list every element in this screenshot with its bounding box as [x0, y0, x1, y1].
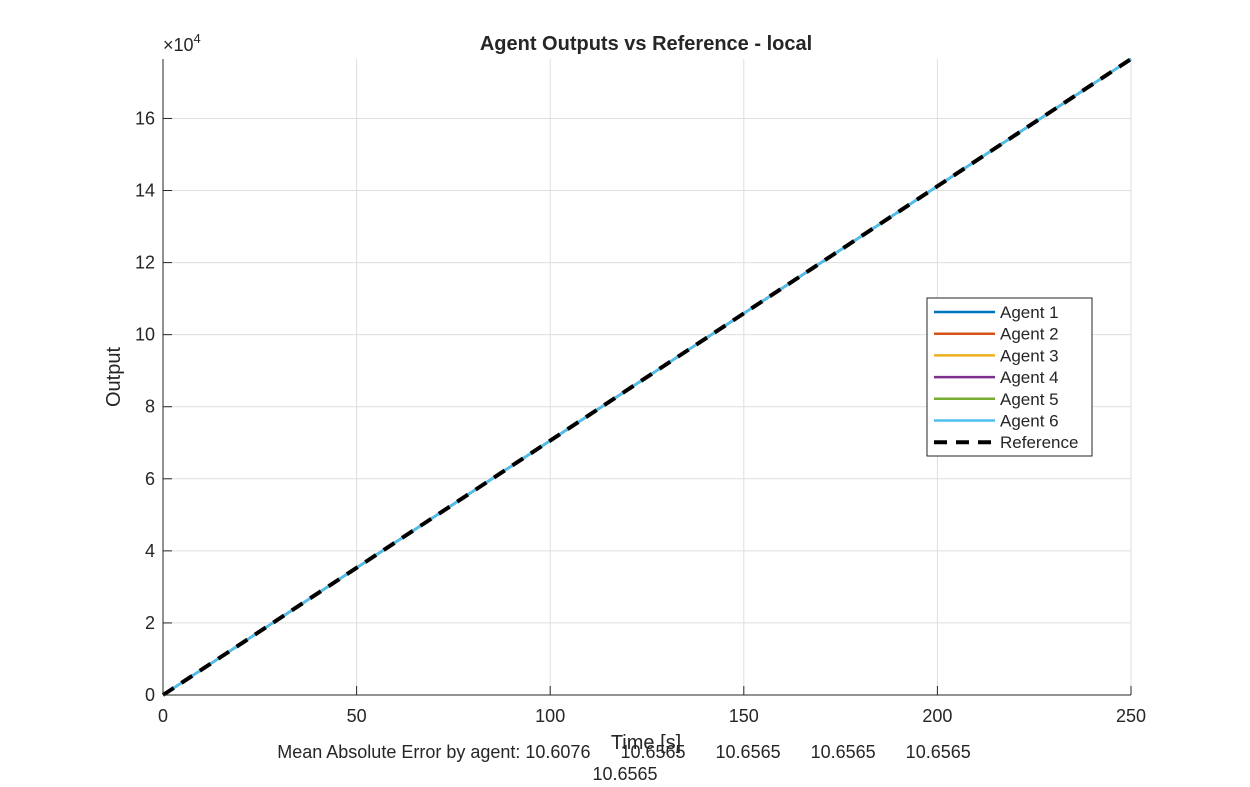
- legend-label: Agent 1: [1000, 303, 1059, 322]
- x-tick-label: 150: [729, 706, 759, 726]
- series-line-overlay: [162, 57, 1132, 697]
- x-tick-label: 200: [922, 706, 952, 726]
- x-tick-labels: 0 50 100 150 200 250: [158, 706, 1146, 726]
- axes: [162, 59, 1132, 696]
- mae-annotation-line2: 10.6565: [592, 764, 657, 782]
- y-tick-label: 2: [145, 613, 155, 633]
- legend-label: Agent 4: [1000, 368, 1059, 387]
- y-exponent-base: ×10: [163, 35, 194, 55]
- mae-annotation-line1: Mean Absolute Error by agent: 10.6076 10…: [277, 742, 971, 762]
- chart-title: Agent Outputs vs Reference - local: [480, 33, 812, 55]
- y-exponent-label: ×104: [163, 31, 201, 55]
- y-tick-label: 14: [135, 181, 155, 201]
- y-axis-title: Output: [103, 347, 125, 407]
- legend-label: Agent 3: [1000, 346, 1059, 365]
- y-tick-label: 8: [145, 397, 155, 417]
- y-tick-label: 6: [145, 469, 155, 489]
- y-tick-label: 0: [145, 685, 155, 705]
- legend-label: Reference: [1000, 433, 1078, 452]
- legend-label: Agent 2: [1000, 325, 1059, 344]
- y-exponent-power: 4: [194, 31, 201, 46]
- x-tick-label: 250: [1116, 706, 1146, 726]
- y-tick-label: 4: [145, 541, 155, 561]
- legend-items: Agent 1 Agent 2 Agent 3 Agent 4 Agent 5 Agent…: [934, 303, 1078, 452]
- y-tick-label: 16: [135, 108, 155, 128]
- series-lines: [161, 57, 1133, 697]
- y-tick-label: 12: [135, 253, 155, 273]
- legend-label: Agent 6: [1000, 412, 1059, 431]
- x-tick-label: 100: [535, 706, 565, 726]
- x-tick-label: 0: [158, 706, 168, 726]
- legend: Agent 1 Agent 2 Agent 3 Agent 4 Agent 5 Agent…: [926, 297, 1093, 457]
- y-tick-labels: 0 2 4 6 8 10 12 14 16: [135, 108, 155, 705]
- series-line-7: [161, 57, 1133, 697]
- x-tick-label: 50: [347, 706, 367, 726]
- x-axis-title: Time [s]: [611, 732, 681, 754]
- legend-label: Agent 5: [1000, 390, 1059, 409]
- y-tick-label: 10: [135, 325, 155, 345]
